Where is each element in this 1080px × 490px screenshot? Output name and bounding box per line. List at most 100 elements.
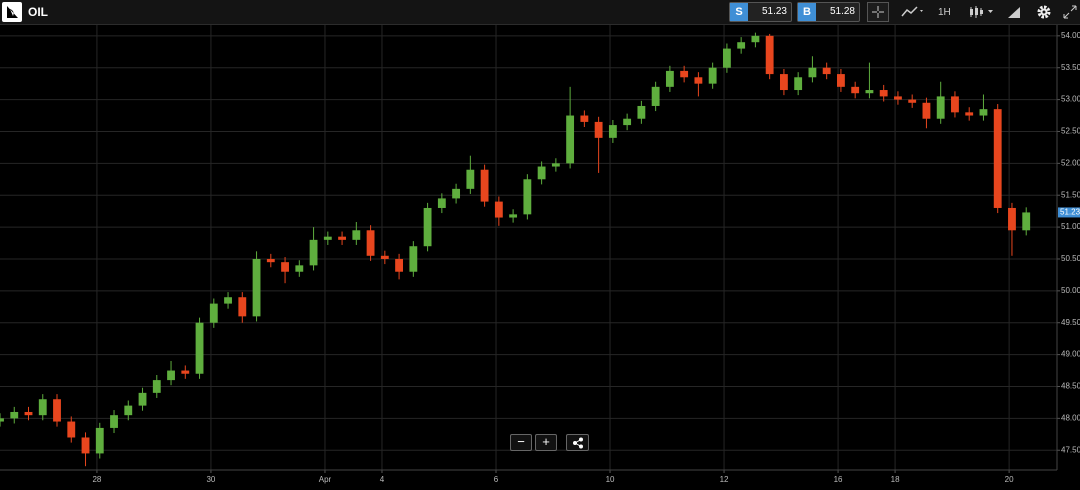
buy-button[interactable]: B 51.28 (797, 2, 860, 22)
candle (295, 260, 304, 277)
candle (865, 62, 874, 99)
y-tick-label: 54.00 (1061, 31, 1080, 40)
x-tick-label: 12 (720, 475, 729, 484)
candle-body (338, 236, 346, 240)
last-price-label: 51.23 (1060, 208, 1080, 217)
sell-button[interactable]: S 51.23 (729, 2, 792, 22)
candle-body (366, 230, 375, 256)
y-tick-label: 51.50 (1061, 190, 1080, 199)
candle-body (124, 405, 133, 416)
candle (851, 81, 860, 99)
candle-body (238, 297, 247, 317)
share-button[interactable] (566, 434, 589, 451)
candle-body (965, 112, 974, 116)
crosshair-button[interactable] (867, 2, 889, 22)
candle-body (380, 255, 389, 259)
candle-body (95, 427, 104, 454)
buy-label: B (798, 3, 816, 21)
candle-body (152, 380, 161, 393)
candle-body (437, 198, 446, 208)
y-tick-label: 47.50 (1061, 445, 1080, 454)
chart-type-button[interactable] (968, 4, 996, 20)
candle (266, 253, 275, 268)
candle (395, 253, 404, 280)
y-tick-label: 49.50 (1061, 318, 1080, 327)
candle (965, 107, 974, 121)
candle-body (494, 201, 503, 218)
candle-body (1022, 212, 1031, 231)
candle-body (979, 109, 988, 116)
candle (680, 65, 689, 83)
candle (380, 250, 389, 265)
fullscreen-button[interactable] (1062, 4, 1078, 20)
candle (53, 394, 61, 427)
candle-body (794, 77, 803, 91)
x-tick-label: 4 (380, 475, 385, 484)
x-tick-label: 18 (891, 475, 900, 484)
candle (423, 202, 432, 252)
candle (993, 104, 1002, 214)
candle-body (81, 437, 90, 454)
candle (1022, 207, 1031, 236)
candle (138, 387, 147, 411)
candle-body (765, 35, 774, 75)
candle-body (24, 411, 33, 416)
candle (822, 62, 831, 80)
candle (209, 298, 218, 328)
candle-body (195, 322, 204, 374)
candle (908, 94, 917, 108)
y-tick-label: 51.00 (1061, 222, 1080, 231)
candle-body (395, 258, 404, 272)
candle (95, 422, 104, 459)
candle (124, 400, 133, 421)
logo-icon (7, 6, 18, 18)
sell-label: S (730, 3, 748, 21)
candle (808, 56, 817, 83)
y-tick-label: 52.00 (1061, 158, 1080, 167)
y-tick-label: 53.50 (1061, 63, 1080, 72)
candle (665, 65, 674, 92)
candle-body (680, 70, 689, 78)
zoom-out-button[interactable]: − (510, 434, 532, 451)
candle (1008, 202, 1016, 256)
candle-body (67, 421, 76, 438)
candle (167, 360, 175, 386)
candle-body (38, 399, 47, 416)
candle (737, 37, 746, 54)
candle (936, 81, 945, 124)
candle-body (423, 207, 432, 247)
candle (494, 196, 503, 226)
candle-body (409, 246, 418, 272)
last-price-tag (1058, 207, 1080, 218)
candle (466, 155, 475, 194)
buy-price: 51.28 (829, 6, 855, 17)
candle (38, 394, 47, 421)
candle-body (281, 262, 289, 272)
draw-button[interactable] (1006, 4, 1022, 20)
settings-button[interactable] (1036, 4, 1052, 20)
y-tick-label: 48.50 (1061, 382, 1080, 391)
candle (309, 227, 318, 271)
candle (452, 183, 461, 204)
candle-body (323, 236, 332, 240)
logo[interactable] (2, 2, 22, 22)
x-tick-label: 16 (834, 475, 843, 484)
sell-price: 51.23 (761, 6, 787, 17)
indicator-button[interactable] (900, 4, 926, 20)
candle (751, 32, 760, 48)
x-tick-label: 28 (92, 475, 101, 484)
candle-body (352, 230, 361, 240)
candle (24, 406, 33, 421)
candle-body (53, 399, 61, 422)
zoom-in-button[interactable]: + (535, 434, 557, 451)
candle (366, 225, 375, 261)
candle-body (523, 179, 532, 215)
candle-body (908, 99, 917, 103)
candle-body (181, 370, 190, 374)
interval-button[interactable]: 1H (938, 7, 951, 18)
candle (594, 116, 603, 173)
y-tick-label: 52.50 (1061, 127, 1080, 136)
symbol: OIL (28, 5, 48, 19)
candle (879, 84, 888, 102)
candle (894, 91, 902, 105)
